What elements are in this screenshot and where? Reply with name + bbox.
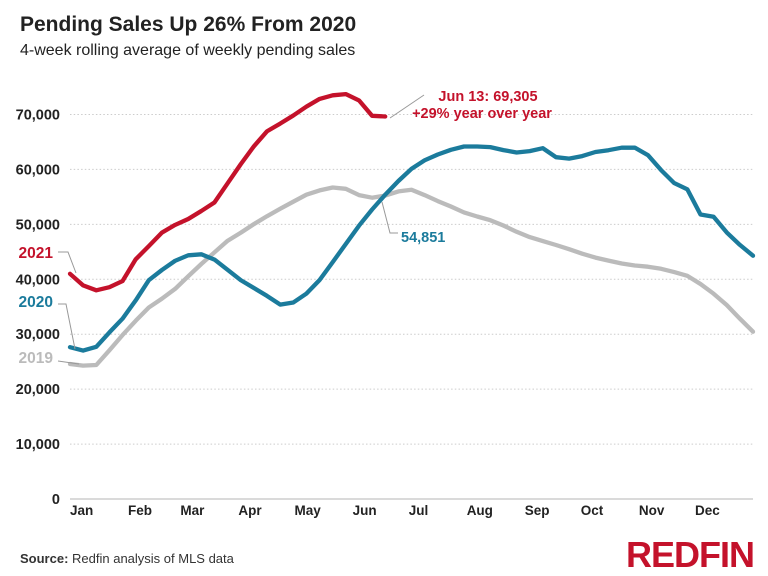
- svg-text:50,000: 50,000: [16, 217, 60, 233]
- svg-text:+29% year over year: +29% year over year: [412, 106, 552, 122]
- svg-text:20,000: 20,000: [16, 382, 60, 398]
- svg-text:Jul: Jul: [409, 503, 429, 518]
- svg-text:Feb: Feb: [128, 503, 152, 518]
- svg-text:May: May: [295, 503, 322, 518]
- svg-text:Apr: Apr: [238, 503, 262, 518]
- svg-text:60,000: 60,000: [16, 162, 60, 178]
- svg-text:Jan: Jan: [70, 503, 93, 518]
- svg-text:Oct: Oct: [581, 503, 604, 518]
- svg-text:30,000: 30,000: [16, 327, 60, 343]
- svg-text:2019: 2019: [19, 350, 54, 367]
- svg-text:Dec: Dec: [695, 503, 720, 518]
- svg-text:Jun: Jun: [353, 503, 377, 518]
- svg-text:10,000: 10,000: [16, 437, 60, 453]
- svg-text:0: 0: [52, 492, 60, 508]
- svg-text:Nov: Nov: [639, 503, 665, 518]
- svg-text:40,000: 40,000: [16, 272, 60, 288]
- svg-text:Jun 13: 69,305: Jun 13: 69,305: [438, 89, 537, 105]
- svg-text:2020: 2020: [19, 294, 53, 311]
- svg-text:70,000: 70,000: [16, 108, 60, 124]
- svg-text:54,851: 54,851: [401, 230, 445, 246]
- svg-text:2021: 2021: [19, 245, 54, 262]
- svg-text:Aug: Aug: [467, 503, 493, 518]
- svg-text:Sep: Sep: [525, 503, 550, 518]
- svg-text:Mar: Mar: [180, 503, 205, 518]
